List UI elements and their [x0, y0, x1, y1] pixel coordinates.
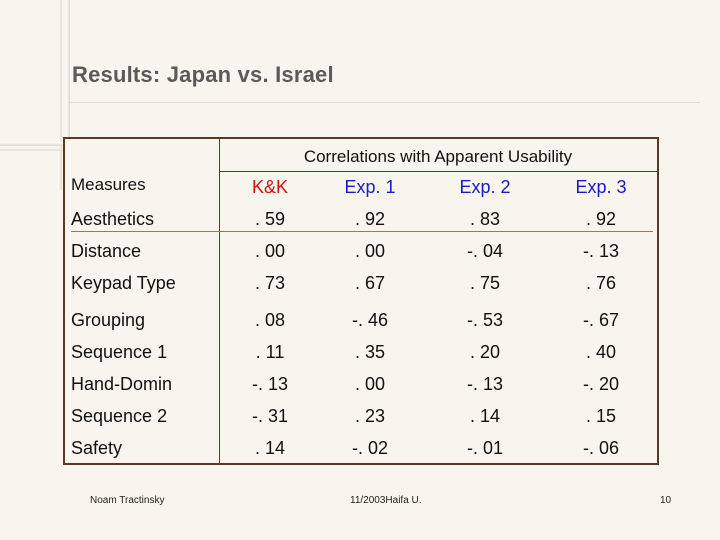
value-cell: . 08: [254, 310, 286, 330]
decorative-line: [70, 102, 700, 103]
value-cell: . 59: [254, 209, 286, 229]
decorative-line: [66, 0, 70, 190]
table-divider: [219, 139, 220, 463]
value-cell: -. 01: [466, 438, 504, 458]
column-header-exp3: Exp. 3: [575, 177, 627, 197]
table-row: Sequence 1 . 11 . 35 . 20 . 40: [65, 342, 657, 372]
table-row: Aesthetics . 59 . 92 . 83 . 92: [65, 209, 657, 239]
footer-author: Noam Tractinsky: [90, 495, 165, 506]
value-cell: . 14: [469, 406, 501, 426]
value-cell: -. 53: [466, 310, 504, 330]
value-cell: -. 20: [582, 374, 620, 394]
measure-label: Grouping: [71, 310, 146, 330]
value-cell: . 35: [354, 342, 386, 362]
row-underline: [71, 231, 653, 232]
table-row: Distance . 00 . 00 -. 04 -. 13: [65, 241, 657, 271]
value-cell: . 20: [469, 342, 501, 362]
decorative-line: [60, 0, 62, 190]
value-cell: -. 06: [582, 438, 620, 458]
measure-label: Sequence 1: [71, 342, 168, 362]
column-header-kk: K&K: [251, 177, 289, 197]
row-header: Measures: [71, 175, 146, 194]
column-header-exp2: Exp. 2: [459, 177, 511, 197]
table-divider: [219, 171, 657, 172]
group-header: Correlations with Apparent Usability: [303, 147, 573, 166]
slide-title: Results: Japan vs. Israel: [72, 62, 334, 87]
table-row: Grouping . 08 -. 46 -. 53 -. 67: [65, 310, 657, 340]
value-cell: -. 13: [251, 374, 289, 394]
value-cell: . 67: [354, 273, 386, 293]
value-cell: . 15: [585, 406, 617, 426]
value-cell: -. 02: [351, 438, 389, 458]
measure-label: Aesthetics: [71, 209, 155, 229]
table-row: Keypad Type . 73 . 67 . 75 . 76: [65, 273, 657, 303]
table-row: Sequence 2 -. 31 . 23 . 14 . 15: [65, 406, 657, 436]
value-cell: . 23: [354, 406, 386, 426]
value-cell: . 00: [254, 241, 286, 261]
value-cell: . 76: [585, 273, 617, 293]
value-cell: -. 04: [466, 241, 504, 261]
value-cell: -. 13: [582, 241, 620, 261]
value-cell: -. 67: [582, 310, 620, 330]
measure-label: Distance: [71, 241, 142, 261]
table-row: Hand-Domin -. 13 . 00 -. 13 -. 20: [65, 374, 657, 404]
column-header-exp1: Exp. 1: [344, 177, 396, 197]
value-cell: . 75: [469, 273, 501, 293]
measure-label: Hand-Domin: [71, 374, 173, 394]
measure-label: Sequence 2: [71, 406, 168, 426]
measure-label: Safety: [71, 438, 123, 458]
value-cell: . 73: [254, 273, 286, 293]
value-cell: -. 46: [351, 310, 389, 330]
value-cell: -. 31: [251, 406, 289, 426]
value-cell: -. 13: [466, 374, 504, 394]
value-cell: . 83: [469, 209, 501, 229]
footer-date: 11/2003Haifa U.: [350, 495, 422, 506]
value-cell: . 40: [585, 342, 617, 362]
value-cell: . 00: [354, 374, 386, 394]
table-row: Safety . 14 -. 02 -. 01 -. 06: [65, 438, 657, 468]
value-cell: . 00: [354, 241, 386, 261]
value-cell: . 92: [585, 209, 617, 229]
measure-label: Keypad Type: [71, 273, 176, 293]
value-cell: . 11: [255, 342, 285, 362]
value-cell: . 14: [254, 438, 286, 458]
value-cell: . 92: [354, 209, 386, 229]
page-number: 10: [660, 495, 672, 506]
results-table: Correlations with Apparent Usability Mea…: [63, 137, 659, 465]
